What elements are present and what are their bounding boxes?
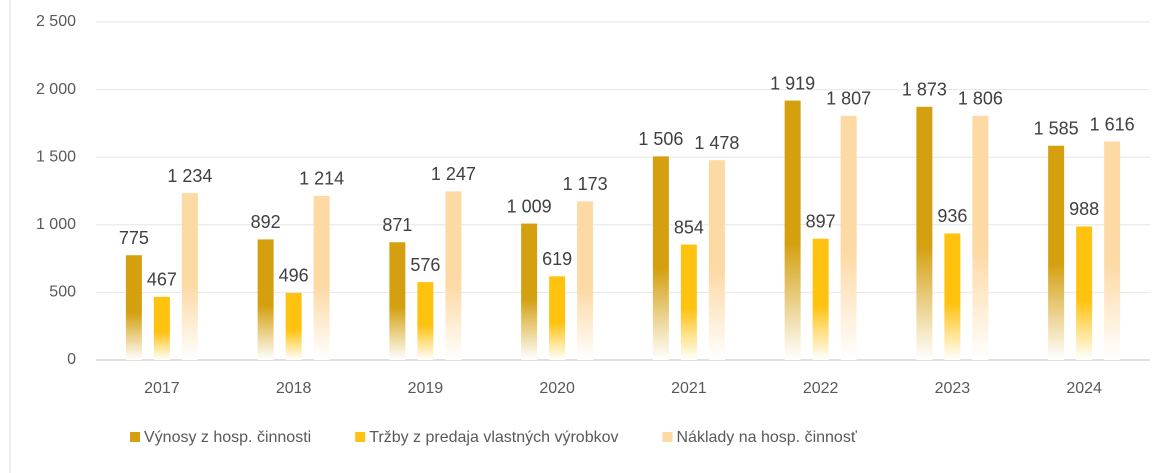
bar bbox=[125, 255, 142, 360]
data-label: 936 bbox=[937, 206, 967, 226]
data-label: 1 173 bbox=[563, 174, 608, 194]
bar bbox=[417, 282, 434, 360]
legend-label: Náklady na hosp. činnosť bbox=[676, 429, 857, 446]
bar bbox=[1104, 141, 1121, 360]
bar bbox=[708, 160, 725, 360]
bar bbox=[916, 106, 933, 360]
x-tick-label: 2019 bbox=[408, 380, 444, 397]
bar bbox=[784, 100, 801, 360]
data-label: 1 807 bbox=[826, 88, 871, 108]
x-tick-label: 2018 bbox=[276, 380, 312, 397]
legend-label: Výnosy z hosp. činnosti bbox=[144, 429, 311, 446]
data-label: 1 478 bbox=[694, 133, 739, 153]
x-tick-label: 2021 bbox=[671, 380, 707, 397]
bar bbox=[840, 115, 857, 360]
bar bbox=[652, 156, 669, 360]
data-label: 1 506 bbox=[638, 129, 683, 149]
y-tick-label: 2 000 bbox=[36, 81, 76, 98]
bar bbox=[577, 201, 594, 360]
y-tick-label: 1 000 bbox=[36, 216, 76, 233]
y-tick-label: 500 bbox=[49, 284, 76, 301]
data-label: 467 bbox=[147, 270, 177, 290]
y-tick-label: 0 bbox=[67, 351, 76, 368]
bar bbox=[521, 223, 538, 360]
data-label: 854 bbox=[674, 217, 704, 237]
data-label: 775 bbox=[119, 228, 149, 248]
data-label: 897 bbox=[806, 211, 836, 231]
bar bbox=[1048, 145, 1065, 360]
legend-label: Tržby z predaja vlastných výrobkov bbox=[369, 429, 618, 446]
data-label: 871 bbox=[382, 215, 412, 235]
data-label: 1 214 bbox=[299, 169, 344, 189]
bar bbox=[680, 244, 697, 360]
chart-frame bbox=[9, 0, 11, 473]
data-label: 988 bbox=[1069, 199, 1099, 219]
data-label: 576 bbox=[410, 255, 440, 275]
legend-swatch bbox=[662, 432, 673, 442]
data-label: 1 234 bbox=[167, 166, 212, 186]
bar bbox=[153, 296, 170, 360]
data-label: 1 247 bbox=[431, 164, 476, 184]
data-label: 1 919 bbox=[770, 73, 815, 93]
legend-swatch bbox=[130, 432, 140, 442]
bar bbox=[1076, 226, 1093, 360]
data-label: 1 585 bbox=[1034, 118, 1079, 138]
bar bbox=[257, 239, 274, 360]
x-tick-label: 2017 bbox=[144, 380, 180, 397]
x-tick-label: 2022 bbox=[803, 380, 839, 397]
data-label: 619 bbox=[542, 249, 572, 269]
bar bbox=[285, 292, 302, 360]
y-tick-label: 1 500 bbox=[36, 148, 76, 165]
data-label: 1 873 bbox=[902, 80, 947, 100]
bar bbox=[549, 276, 566, 360]
data-label: 1 009 bbox=[507, 196, 552, 216]
x-tick-label: 2024 bbox=[1066, 380, 1102, 397]
bar bbox=[181, 193, 198, 360]
bar bbox=[389, 242, 406, 360]
legend-swatch bbox=[355, 432, 366, 442]
y-tick-label: 2 500 bbox=[36, 13, 76, 30]
data-label: 892 bbox=[251, 212, 281, 232]
bar bbox=[812, 238, 829, 360]
data-label: 1 806 bbox=[958, 89, 1003, 109]
bar bbox=[944, 233, 961, 360]
bar bbox=[313, 195, 330, 360]
data-label: 496 bbox=[279, 266, 309, 286]
bar bbox=[445, 191, 462, 360]
x-tick-label: 2023 bbox=[935, 380, 971, 397]
data-label: 1 616 bbox=[1090, 114, 1135, 134]
x-tick-label: 2020 bbox=[539, 380, 575, 397]
bar bbox=[972, 115, 989, 360]
